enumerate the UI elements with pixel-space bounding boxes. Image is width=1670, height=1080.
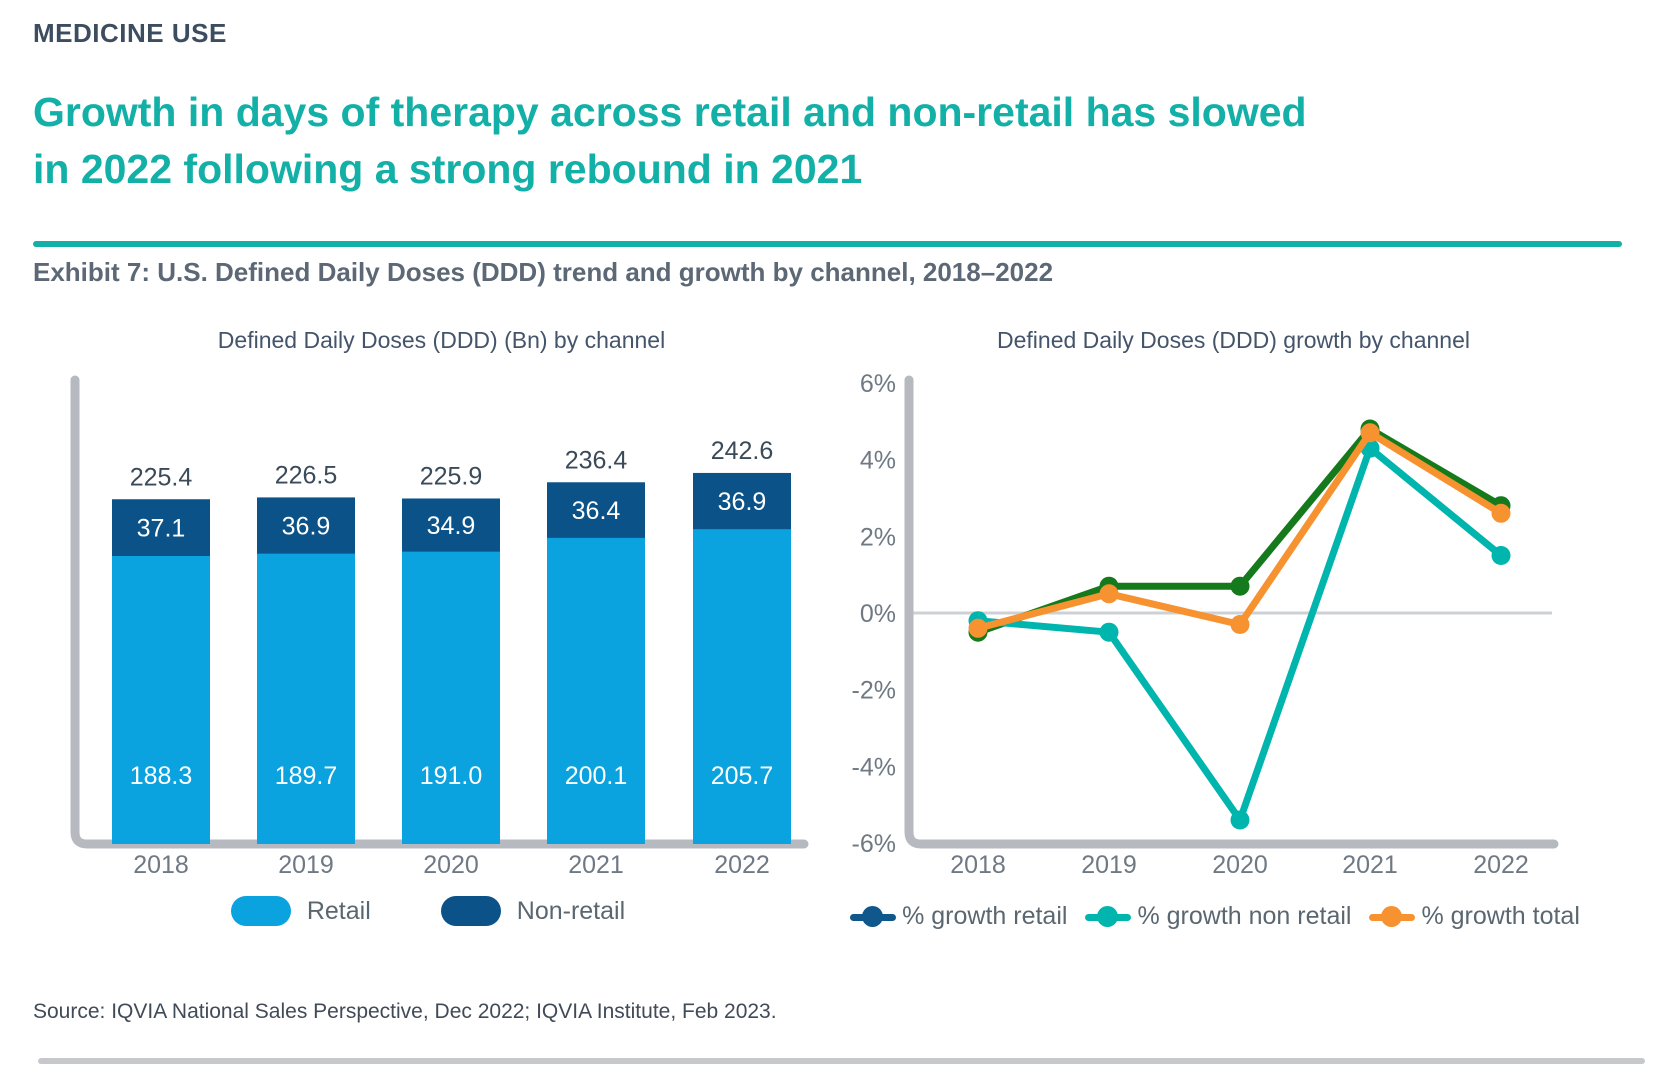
bar-total-label: 225.4: [130, 463, 193, 491]
growth-total-point: [1360, 423, 1380, 443]
legend-label-non-retail: Non-retail: [516, 896, 626, 925]
bar-segment-non-retail: [402, 498, 500, 552]
page-title-line2: in 2022 following a strong rebound in 20…: [33, 146, 863, 192]
source-note: Source: IQVIA National Sales Perspective…: [33, 1000, 777, 1023]
marker-dot: [1097, 905, 1119, 927]
bar-segment-retail: [257, 553, 355, 844]
bar-x-axis-year-label: 2018: [133, 851, 189, 879]
bar-total-label: 226.5: [275, 461, 338, 489]
bar-chart-legend: Retail Non-retail: [33, 896, 823, 926]
legend-label-growth-non-retail: % growth non retail: [1137, 902, 1352, 930]
bar-retail-value-label: 189.7: [275, 762, 338, 790]
bar-total-label: 225.9: [420, 462, 483, 490]
retail-swatch-icon: [230, 896, 291, 926]
bar-retail-value-label: 191.0: [420, 762, 483, 790]
marker-dot: [862, 905, 884, 927]
bar-non-retail-value-label: 34.9: [427, 512, 476, 540]
growth-non-retail-point: [1491, 546, 1511, 565]
legend-label-retail: Retail: [306, 896, 371, 925]
growth-total-point: [1099, 584, 1119, 604]
legend-item-growth-retail: % growth retail: [850, 902, 1067, 931]
bar-non-retail-value-label: 36.9: [718, 488, 767, 516]
bar-segment-non-retail: [693, 472, 791, 530]
bar-non-retail-value-label: 37.1: [137, 515, 186, 543]
line-x-axis-year-label: 2019: [1081, 851, 1137, 879]
bar-retail-value-label: 200.1: [565, 762, 628, 790]
title-divider-rule: [33, 241, 1622, 247]
growth-non-retail-marker-icon: [1085, 905, 1132, 928]
bar-segment-retail: [693, 529, 791, 844]
footer-divider-rule: [38, 1058, 1645, 1064]
line-x-axis-year-label: 2020: [1212, 851, 1268, 879]
legend-item-non-retail: Non-retail: [440, 896, 626, 926]
y-axis-tick-label: -6%: [852, 830, 896, 858]
page-title: Growth in days of therapy across retail …: [33, 84, 1307, 198]
growth-total-line: [974, 429, 1505, 632]
non-retail-swatch-icon: [440, 896, 501, 926]
legend-item-growth-non-retail: % growth non retail: [1085, 902, 1351, 931]
legend-item-retail: Retail: [230, 896, 371, 926]
growth-non-retail-point: [1099, 622, 1119, 642]
growth-total-point: [968, 618, 988, 638]
growth-retail-point: [1230, 576, 1250, 596]
bar-chart-axis: [70, 375, 809, 849]
bar-segment-retail: [112, 555, 210, 844]
bar-x-axis-year-label: 2020: [423, 851, 479, 879]
growth-retail-line: [974, 425, 1505, 636]
bar-total-label: 236.4: [565, 446, 628, 474]
bar-x-axis-year-label: 2021: [568, 851, 624, 879]
bar-total-label: 242.6: [711, 437, 774, 465]
bar-x-axis-year-label: 2019: [278, 851, 334, 879]
legend-label-growth-retail: % growth retail: [902, 902, 1068, 930]
bar-non-retail-value-label: 36.9: [282, 513, 331, 541]
marker-dot: [1381, 905, 1403, 927]
y-axis-tick-label: 6%: [860, 370, 896, 398]
growth-non-retail-line: [974, 444, 1505, 824]
bar-segment-retail: [402, 551, 500, 844]
bar-retail-value-label: 205.7: [711, 762, 774, 790]
line-chart-axis: [904, 375, 1559, 849]
bar-non-retail-value-label: 36.4: [572, 497, 621, 525]
legend-item-growth-total: % growth total: [1369, 902, 1580, 931]
bar-x-axis-year-label: 2022: [714, 851, 770, 879]
bar-chart-title: Defined Daily Doses (DDD) (Bn) by channe…: [217, 327, 666, 353]
exhibit-caption: Exhibit 7: U.S. Defined Daily Doses (DDD…: [33, 257, 1054, 287]
line-chart-legend: % growth retail % growth non retail % gr…: [830, 902, 1600, 931]
growth-total-point: [1230, 615, 1250, 634]
bar-segment-retail: [547, 537, 645, 844]
y-axis-tick-label: 2%: [860, 523, 896, 551]
bar-segment-non-retail: [547, 482, 645, 538]
bar-segment-non-retail: [112, 499, 210, 556]
growth-total-marker-icon: [1369, 905, 1416, 928]
legend-label-growth-total: % growth total: [1421, 902, 1580, 930]
growth-total-point: [1491, 503, 1511, 523]
y-axis-tick-label: -4%: [852, 753, 896, 781]
line-x-axis-year-label: 2021: [1342, 851, 1398, 879]
bar-segment-non-retail: [257, 497, 355, 554]
line-chart-canvas: 6% 4% 2% 0% -2% -4% -6% 2018 2019 2020 2021 2022: [852, 370, 1559, 879]
page-title-line1: Growth in days of therapy across retail …: [33, 89, 1307, 135]
line-chart-title: Defined Daily Doses (DDD) growth by chan…: [997, 327, 1470, 353]
line-x-axis-year-label: 2022: [1473, 851, 1529, 879]
page-kicker: MEDICINE USE: [33, 18, 227, 48]
y-axis-tick-label: 0%: [860, 600, 896, 628]
y-axis-tick-label: -2%: [852, 677, 896, 705]
bar-retail-value-label: 188.3: [130, 762, 193, 790]
growth-non-retail-point: [1230, 810, 1250, 830]
line-x-axis-year-label: 2018: [950, 851, 1006, 879]
growth-retail-marker-icon: [850, 905, 897, 928]
y-axis-tick-label: 4%: [860, 447, 896, 475]
bar-chart-canvas: 225.4 37.1 188.3 2018 226.5 36.9 189.7 2019 225.…: [70, 375, 809, 879]
